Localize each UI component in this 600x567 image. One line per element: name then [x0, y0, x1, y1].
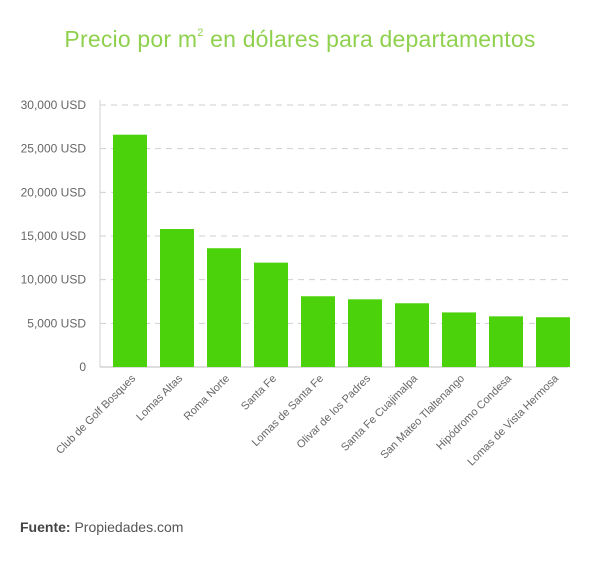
bar: [160, 229, 194, 367]
bar: [301, 296, 335, 367]
source-footer: Fuente: Propiedades.com: [20, 519, 183, 535]
x-tick-label: San Mateo Tlaltenango: [378, 373, 467, 462]
x-tick-label: Santa Fe: [239, 373, 279, 413]
y-tick-label: 25,000 USD: [21, 142, 87, 156]
chart-title-prefix: Precio por m: [64, 26, 198, 52]
chart-title-superscript: 2: [197, 27, 204, 40]
x-tick-label: Club de Golf Bosques: [54, 372, 139, 457]
y-tick-label: 30,000 USD: [21, 98, 87, 112]
bar: [536, 317, 570, 367]
bar: [348, 299, 382, 367]
bar: [442, 312, 476, 367]
bar: [113, 134, 147, 367]
bar: [395, 303, 429, 367]
bar: [254, 262, 288, 367]
y-tick-label: 15,000 USD: [21, 229, 87, 243]
y-tick-label: 20,000 USD: [21, 185, 87, 199]
chart-title-suffix: en dólares para departamentos: [203, 26, 536, 52]
source-label: Fuente:: [20, 519, 71, 535]
x-tick-label: Lomas Altas: [134, 372, 185, 423]
y-tick-label: 10,000 USD: [21, 273, 87, 287]
x-tick-label: Lomas de Vista Hermosa: [465, 372, 561, 468]
bar: [207, 248, 241, 367]
chart-title: Precio por m2 en dólares para departamen…: [0, 26, 600, 53]
bar: [489, 316, 523, 367]
y-tick-label: 5,000 USD: [27, 316, 86, 330]
x-tick-label: Roma Norte: [182, 373, 232, 423]
source-name: Propiedades.com: [74, 519, 184, 535]
bar-chart: 0 5,000 USD 10,000 USD 15,000 USD 20,000 USD…: [21, 98, 570, 468]
y-tick-label: 0: [79, 360, 86, 374]
x-tick-label: Santa Fe Cuajimalpa: [339, 372, 421, 454]
